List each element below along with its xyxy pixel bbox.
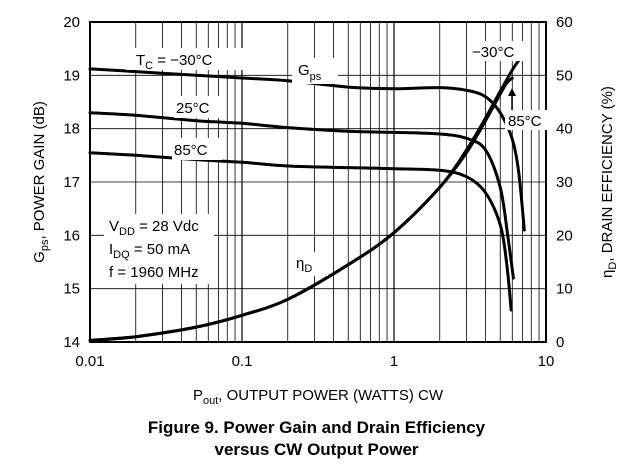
left-tick-label: 14 xyxy=(63,334,80,351)
eta-label: ηD xyxy=(296,255,312,275)
left-axis-label-main: G xyxy=(31,251,48,263)
tc-label: TC = −30°C xyxy=(136,52,213,72)
eff-85-label-bg xyxy=(505,110,550,130)
conditions-box-bg xyxy=(104,214,214,284)
right-axis-label-main: η xyxy=(599,270,616,278)
x-axis-ticks: 0.01 0.1 1 10 xyxy=(75,353,554,370)
left-tick-label: 16 xyxy=(63,227,80,244)
x-axis-label: Pout, OUTPUT POWER (WATTS) CW xyxy=(193,387,444,407)
right-tick-label: 0 xyxy=(556,334,564,351)
x-tick-label: 0.1 xyxy=(232,353,253,370)
right-tick-label: 20 xyxy=(556,227,573,244)
tc-label-bg xyxy=(126,48,244,70)
x-tick-label: 0.01 xyxy=(75,353,104,370)
x-tick-label: 1 xyxy=(390,353,398,370)
t85-label: 85°C xyxy=(174,142,208,159)
right-tick-label: 40 xyxy=(556,121,573,138)
right-tick-label: 30 xyxy=(556,174,573,191)
figure-caption-line2: versus CW Output Power xyxy=(214,440,419,459)
x-axis-label-sub: out xyxy=(203,395,218,407)
left-tick-label: 15 xyxy=(63,281,80,298)
right-tick-label: 50 xyxy=(556,67,573,84)
x-axis-label-main: P xyxy=(193,387,203,404)
right-axis-label-rest: , DRAIN EFFICIENCY (%) xyxy=(599,86,616,262)
eff-85-label: 85°C xyxy=(508,113,542,130)
gps-label: Gps xyxy=(298,62,322,83)
x-tick-label: 10 xyxy=(538,353,555,370)
t25-label-bg xyxy=(174,96,224,118)
gps-label-bg xyxy=(292,58,338,84)
eff-m30-label-bg xyxy=(470,41,526,61)
series-line-1 xyxy=(88,111,515,280)
t85-label-bg xyxy=(172,138,222,160)
series-group xyxy=(88,55,526,342)
right-axis-label: ηD, DRAIN EFFICIENCY (%) xyxy=(599,86,619,278)
right-tick-label: 10 xyxy=(556,281,573,298)
series-line-3 xyxy=(88,55,524,342)
eff-85-pointer-head xyxy=(508,88,516,96)
left-tick-label: 19 xyxy=(63,67,80,84)
series-line-0 xyxy=(88,67,526,232)
right-axis-ticks: 0 10 20 30 40 50 60 xyxy=(556,14,573,351)
conditions-freq: f = 1960 MHz xyxy=(109,264,199,281)
right-tick-label: 60 xyxy=(556,14,573,31)
left-axis-ticks: 14 15 16 17 18 19 20 xyxy=(63,14,80,351)
series-line-4 xyxy=(88,76,514,342)
x-axis-label-rest: , OUTPUT POWER (WATTS) CW xyxy=(218,387,444,404)
figure-caption-line1: Figure 9. Power Gain and Drain Efficienc… xyxy=(147,418,486,437)
left-tick-label: 17 xyxy=(63,174,80,191)
eff-m30-label: −30°C xyxy=(472,44,514,61)
conditions-vdd: VDD = 28 Vdc xyxy=(109,218,199,238)
left-axis-label-sub: ps xyxy=(39,239,51,251)
right-axis-label-sub: D xyxy=(607,262,619,270)
conditions-idq: IDQ = 50 mA xyxy=(109,241,190,261)
left-axis-label: Gps, POWER GAIN (dB) xyxy=(31,101,51,263)
eta-label-bg xyxy=(292,252,328,276)
left-tick-label: 20 xyxy=(63,14,80,31)
left-axis-label-rest: , POWER GAIN (dB) xyxy=(31,101,48,239)
left-tick-label: 18 xyxy=(63,121,80,138)
t25-label: 25°C xyxy=(176,100,210,117)
